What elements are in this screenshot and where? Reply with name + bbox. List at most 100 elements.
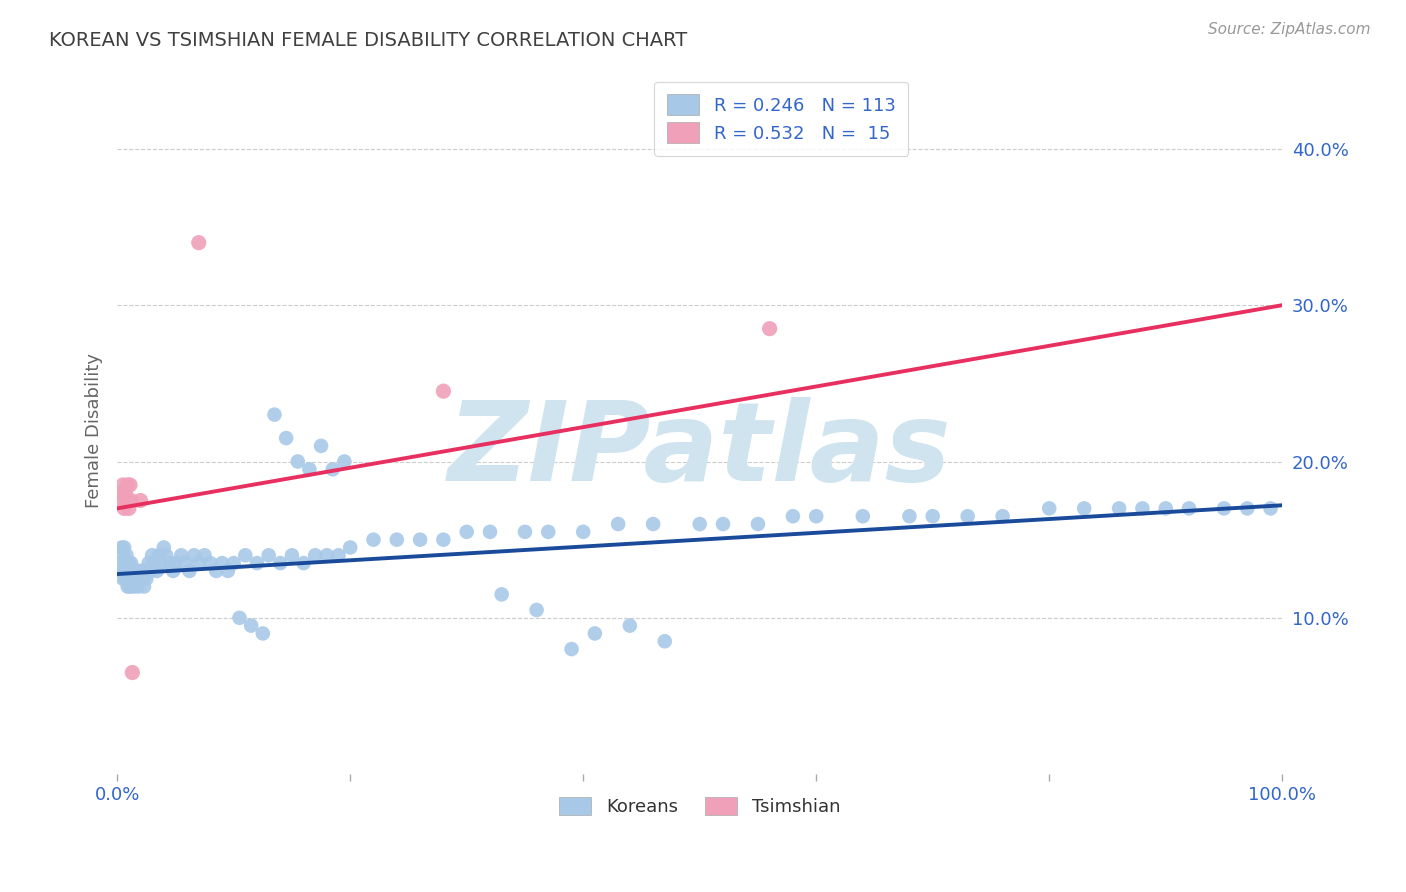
- Point: [561, 642, 583, 657]
- Point: [432, 533, 454, 547]
- Point: [129, 493, 152, 508]
- Point: [1038, 501, 1060, 516]
- Point: [114, 485, 136, 500]
- Point: [114, 572, 136, 586]
- Point: [643, 516, 665, 531]
- Point: [111, 564, 134, 578]
- Point: [782, 509, 804, 524]
- Point: [537, 524, 560, 539]
- Point: [806, 509, 828, 524]
- Point: [118, 501, 141, 516]
- Point: [852, 509, 875, 524]
- Text: KOREAN VS TSIMSHIAN FEMALE DISABILITY CORRELATION CHART: KOREAN VS TSIMSHIAN FEMALE DISABILITY CO…: [49, 31, 688, 50]
- Point: [1073, 501, 1095, 516]
- Point: [1178, 501, 1201, 516]
- Point: [228, 611, 250, 625]
- Point: [148, 549, 170, 563]
- Point: [150, 556, 173, 570]
- Point: [711, 516, 734, 531]
- Point: [115, 493, 138, 508]
- Point: [111, 572, 134, 586]
- Point: [129, 572, 152, 586]
- Point: [921, 509, 943, 524]
- Point: [118, 572, 141, 586]
- Point: [122, 572, 145, 586]
- Point: [1213, 501, 1236, 516]
- Point: [1154, 501, 1177, 516]
- Point: [363, 533, 385, 547]
- Point: [121, 665, 143, 680]
- Point: [252, 626, 274, 640]
- Point: [165, 556, 187, 570]
- Point: [205, 564, 228, 578]
- Point: [654, 634, 676, 648]
- Point: [339, 541, 361, 555]
- Point: [118, 564, 141, 578]
- Point: [155, 549, 177, 563]
- Point: [134, 564, 156, 578]
- Point: [263, 408, 285, 422]
- Point: [112, 501, 135, 516]
- Point: [187, 235, 209, 250]
- Point: [118, 478, 141, 492]
- Point: [118, 556, 141, 570]
- Point: [115, 549, 138, 563]
- Point: [132, 580, 155, 594]
- Point: [124, 564, 146, 578]
- Point: [456, 524, 478, 539]
- Point: [572, 524, 595, 539]
- Point: [125, 572, 148, 586]
- Point: [233, 549, 256, 563]
- Point: [211, 556, 233, 570]
- Y-axis label: Female Disability: Female Disability: [86, 352, 103, 508]
- Point: [333, 454, 356, 468]
- Point: [111, 478, 134, 492]
- Point: [1108, 501, 1130, 516]
- Point: [1236, 501, 1258, 516]
- Point: [526, 603, 548, 617]
- Point: [200, 556, 222, 570]
- Point: [125, 564, 148, 578]
- Point: [139, 564, 162, 578]
- Point: [117, 564, 139, 578]
- Point: [240, 618, 263, 632]
- Point: [179, 564, 201, 578]
- Point: [491, 587, 513, 601]
- Point: [898, 509, 921, 524]
- Point: [117, 478, 139, 492]
- Point: [619, 618, 641, 632]
- Point: [385, 533, 408, 547]
- Point: [607, 516, 630, 531]
- Point: [131, 564, 153, 578]
- Point: [111, 549, 134, 563]
- Point: [322, 462, 344, 476]
- Point: [991, 509, 1014, 524]
- Point: [170, 549, 193, 563]
- Point: [112, 564, 135, 578]
- Point: [146, 564, 169, 578]
- Point: [187, 556, 209, 570]
- Point: [315, 549, 337, 563]
- Point: [1132, 501, 1154, 516]
- Point: [111, 541, 134, 555]
- Point: [328, 549, 350, 563]
- Point: [298, 462, 321, 476]
- Point: [513, 524, 536, 539]
- Point: [689, 516, 711, 531]
- Point: [159, 556, 181, 570]
- Point: [115, 564, 138, 578]
- Point: [479, 524, 502, 539]
- Legend: Koreans, Tsimshian: Koreans, Tsimshian: [551, 789, 848, 823]
- Point: [143, 556, 166, 570]
- Point: [114, 556, 136, 570]
- Point: [128, 564, 150, 578]
- Point: [162, 564, 184, 578]
- Point: [132, 572, 155, 586]
- Point: [110, 485, 132, 500]
- Point: [287, 454, 309, 468]
- Point: [118, 580, 141, 594]
- Point: [309, 439, 332, 453]
- Point: [141, 549, 163, 563]
- Point: [217, 564, 239, 578]
- Point: [758, 321, 780, 335]
